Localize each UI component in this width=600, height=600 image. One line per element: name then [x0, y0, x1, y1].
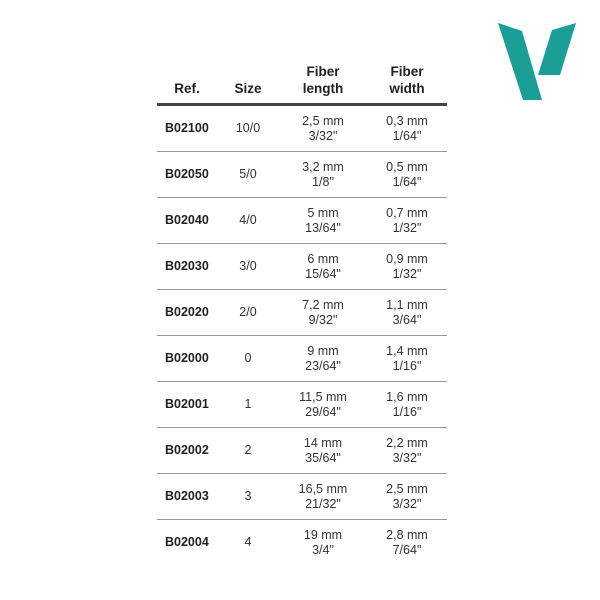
cell-fiber-width: 0,5 mm 1/64"	[367, 151, 447, 198]
table-row: B02030 3/0 6 mm 15/64" 0,9 mm 1/32"	[157, 243, 447, 290]
cell-size: 5/0	[217, 151, 279, 198]
cell-fiber-width: 1,1 mm 3/64"	[367, 289, 447, 336]
brand-logo	[498, 23, 576, 100]
cell-ref: B02040	[157, 197, 217, 244]
table-row: B02000 0 9 mm 23/64" 1,4 mm 1/16"	[157, 335, 447, 382]
cell-size: 4	[244, 535, 252, 549]
cell-fiber-length: 9 mm 23/64"	[279, 335, 367, 382]
cell-size: 3	[217, 473, 279, 520]
cell-fiber-length: 3,2 mm 1/8"	[279, 151, 367, 198]
cell-fiber-width: 1,6 mm 1/16"	[367, 381, 447, 428]
cell-ref: B02050	[157, 151, 217, 198]
cell-ref: B02030	[157, 243, 217, 290]
cell-size: 2	[217, 427, 279, 474]
table-row: B02050 5/0 3,2 mm 1/8" 0,5 mm 1/64"	[157, 151, 447, 198]
cell-fiber-length: 6 mm 15/64"	[279, 243, 367, 290]
logo-left-stroke	[498, 23, 542, 100]
table-row: B02001 1 11,5 mm 29/64" 1,6 mm 1/16"	[157, 381, 447, 428]
table-row: B02003 3 16,5 mm 21/32" 2,5 mm 3/32"	[157, 473, 447, 520]
cell-size: 4/0	[217, 197, 279, 244]
cell-ref: B02100	[157, 104, 217, 152]
fiber-spec-table: Ref. Size Fiber length Fiber width B02100 …	[157, 50, 447, 565]
cell-fiber-width: 0,3 mm 1/64"	[367, 104, 447, 152]
cell-fiber-width: 1,4 mm 1/16"	[367, 335, 447, 382]
cell-fiber-length: 16,5 mm 21/32"	[279, 473, 367, 520]
cell-ref: B02020	[157, 289, 217, 336]
cell-ref: B02003	[157, 473, 217, 520]
cell-fiber-length: 11,5 mm 29/64"	[279, 381, 367, 428]
header-ref: Ref.	[157, 50, 217, 106]
cell-size: 1	[217, 381, 279, 428]
header-fiber-width: Fiber width	[367, 50, 447, 106]
cell-fiber-length: 19 mm 3/4"	[303, 527, 343, 557]
table-row: B02020 2/0 7,2 mm 9/32" 1,1 mm 3/64"	[157, 289, 447, 336]
table-row: B02100 10/0 2,5 mm 3/32" 0,3 mm 1/64"	[157, 104, 447, 152]
cell-ref: B02000	[157, 335, 217, 382]
logo-right-stroke	[538, 23, 576, 75]
cell-fiber-width: 0,9 mm 1/32"	[367, 243, 447, 290]
table-row: B02040 4/0 5 mm 13/64" 0,7 mm 1/32"	[157, 197, 447, 244]
header-size: Size	[217, 50, 279, 106]
cell-fiber-width: 2,8 mm 7/64"	[386, 527, 428, 557]
cell-size: 0	[217, 335, 279, 382]
cell-fiber-width: 0,7 mm 1/32"	[367, 197, 447, 244]
cell-ref: B02002	[157, 427, 217, 474]
table-header-row: Ref. Size Fiber length Fiber width	[157, 50, 447, 106]
cell-size: 3/0	[217, 243, 279, 290]
table-row: B02002 2 14 mm 35/64" 2,2 mm 3/32"	[157, 427, 447, 474]
cell-fiber-width: 2,5 mm 3/32"	[367, 473, 447, 520]
table-row: B02004 4 19 mm 3/4" 2,8 mm 7/64"	[157, 520, 447, 566]
cell-ref: B02004	[165, 535, 209, 549]
cell-fiber-width: 2,2 mm 3/32"	[367, 427, 447, 474]
cell-fiber-length: 5 mm 13/64"	[279, 197, 367, 244]
cell-fiber-length: 2,5 mm 3/32"	[279, 104, 367, 152]
cell-size: 2/0	[217, 289, 279, 336]
header-fiber-length: Fiber length	[279, 50, 367, 106]
cell-fiber-length: 14 mm 35/64"	[279, 427, 367, 474]
cell-size: 10/0	[217, 104, 279, 152]
cell-fiber-length: 7,2 mm 9/32"	[279, 289, 367, 336]
cell-ref: B02001	[157, 381, 217, 428]
